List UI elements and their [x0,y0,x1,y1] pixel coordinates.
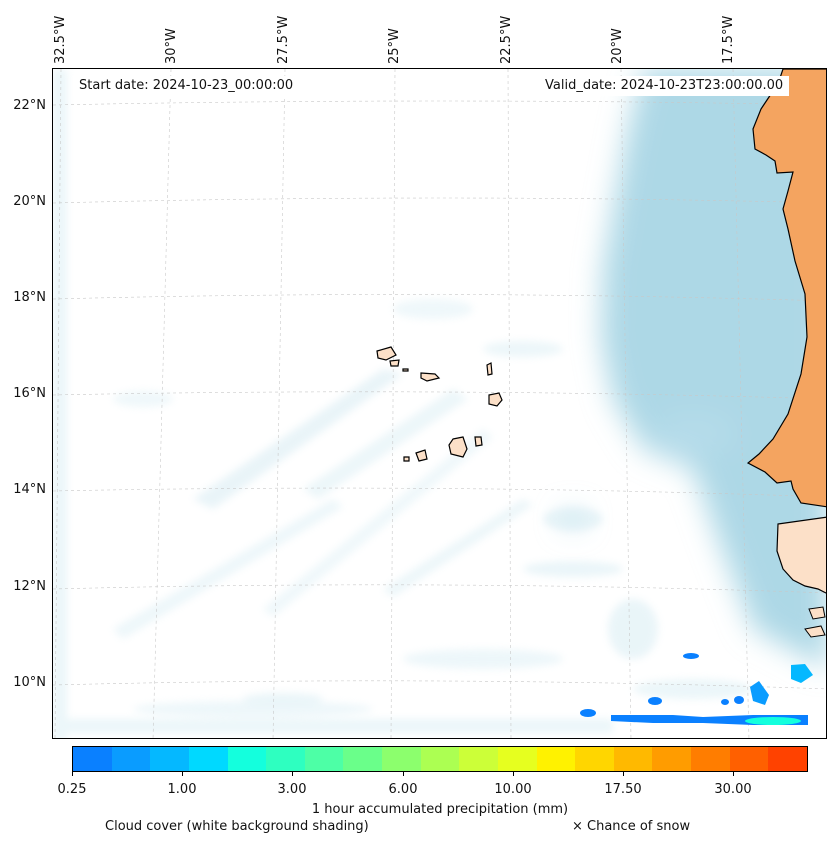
colorbar-segment [459,747,498,771]
cloud-mass [563,69,826,668]
colorbar-segment [729,747,769,771]
mainland-south [776,516,826,594]
map-canvas [53,69,826,738]
colorbar-segment [420,747,460,771]
tick-label-0-25: 0.25 [57,782,87,797]
tick-mark-10-00 [513,772,514,776]
lat-label-18n: 18°N [13,290,46,305]
lat-label-16n: 16°N [13,386,46,401]
lon-label-22-5w: 22.5°W [499,15,514,64]
tick-mark-30-00 [733,772,734,776]
colorbar-segment [613,747,653,771]
lon-label-17-5w: 17.5°W [721,15,736,64]
cloud-streaks [53,69,753,738]
tick-mark-17-50 [623,772,624,776]
colorbar-segment [343,747,382,771]
tick-mark-0-25 [72,772,73,776]
tick-mark-1-00 [182,772,183,776]
lat-label-14n: 14°N [13,482,46,497]
lon-label-20w: 20°W [610,28,625,64]
precipitation-colorbar [72,746,808,772]
colorbar-segment [497,747,537,771]
tick-label-17-50: 17.50 [604,782,642,797]
colorbar-segment [150,747,189,771]
mainland-coast [746,69,826,508]
colorbar-segment [188,747,228,771]
precipitation [580,653,813,725]
tick-label-10-00: 10.00 [494,782,532,797]
colorbar-segment [73,747,112,771]
lat-label-12n: 12°N [13,579,46,594]
tick-label-3-00: 3.00 [277,782,307,797]
colorbar-segment [304,747,344,771]
lat-label-10n: 10°N [13,675,46,690]
colorbar-segment [266,747,305,771]
graticule [53,69,826,738]
lon-label-25w: 25°W [387,28,402,64]
tick-label-1-00: 1.00 [167,782,197,797]
colorbar-segment [111,747,151,771]
lon-label-30w: 30°W [164,28,179,64]
map-panel[interactable] [52,68,827,739]
lat-label-22n: 22°N [13,98,46,113]
coastal-islands [804,606,826,638]
colorbar-segment [536,747,576,771]
valid-date-box: Valid_date: 2024-10-23T23:00:00.00 [539,76,790,96]
colorbar-segment [575,747,614,771]
colorbar-title: 1 hour accumulated precipitation (mm) [311,802,569,817]
islands [376,346,503,462]
lon-label-27-5w: 27.5°W [276,15,291,64]
colorbar-segment [652,747,691,771]
colorbar-segment [691,747,730,771]
colorbar-segment [227,747,267,771]
snow-note: × Chance of snow [572,819,691,834]
tick-label-30-00: 30.00 [714,782,752,797]
colorbar-segment [382,747,421,771]
lon-label-32-5w: 32.5°W [53,15,68,64]
tick-label-6-00: 6.00 [388,782,418,797]
lat-label-20n: 20°N [13,194,46,209]
start-date-box: Start date: 2024-10-23_00:00:00 [73,76,300,96]
tick-mark-3-00 [292,772,293,776]
tick-mark-6-00 [403,772,404,776]
colorbar-segment [768,747,807,771]
cloud-cover-note: Cloud cover (white background shading) [105,819,369,834]
